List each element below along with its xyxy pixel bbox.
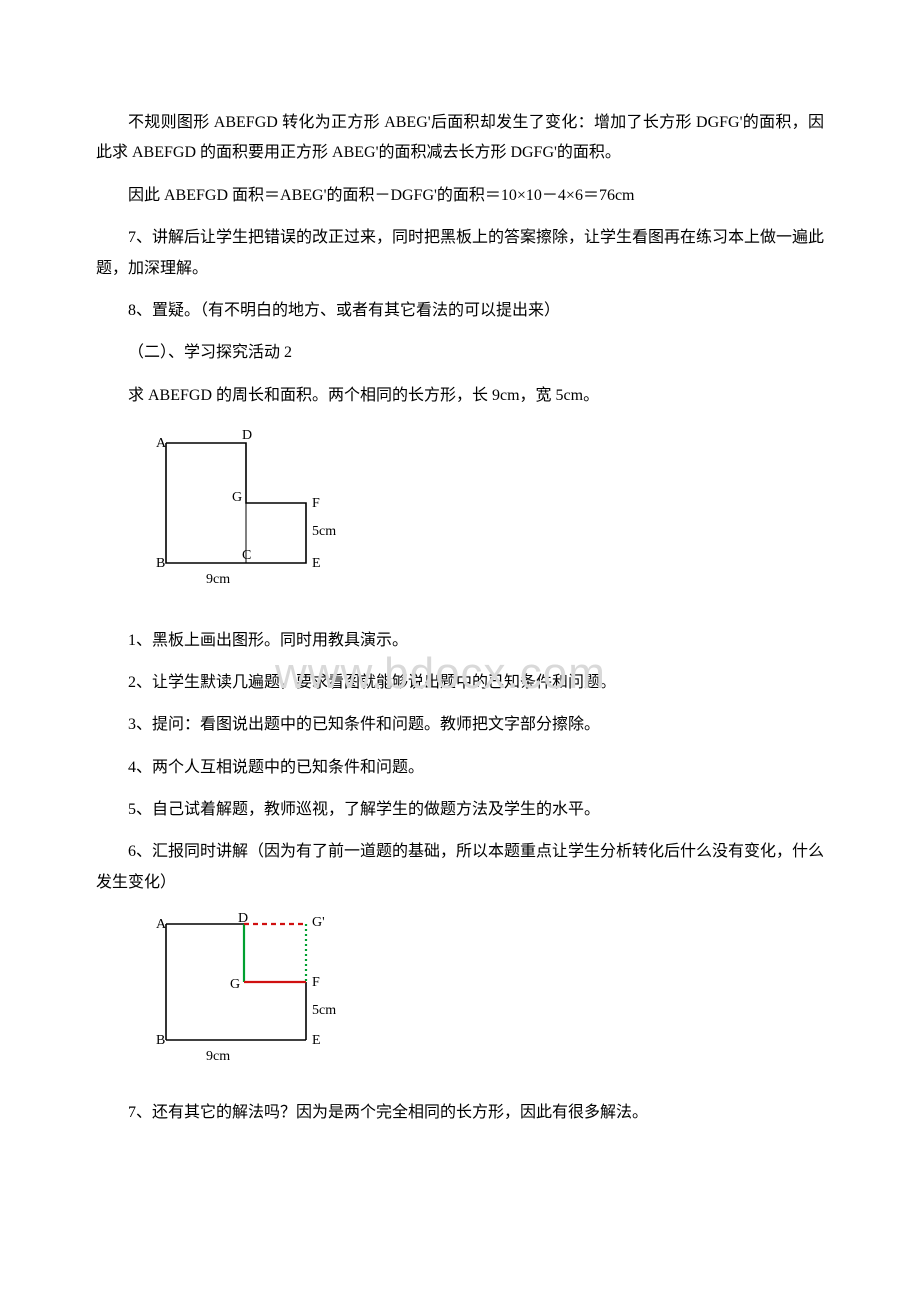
label-B: B xyxy=(156,1033,165,1048)
text: 4、两个人互相说题中的已知条件和问题。 xyxy=(128,759,424,776)
paragraph: 6、汇报同时讲解（因为有了前一道题的基础，所以本题重点让学生分析转化后什么没有变… xyxy=(96,837,824,898)
label-F: F xyxy=(312,496,320,511)
paragraph: 不规则图形 ABEFGD 转化为正方形 ABEG'后面积却发生了变化：增加了长方… xyxy=(96,108,824,169)
paragraph: 求 ABEFGD 的周长和面积。两个相同的长方形，长 9cm，宽 5cm。 xyxy=(96,381,824,411)
text: 2、让学生默读几遍题，要求看图就能够说出题中的已知条件和问题。 xyxy=(128,674,616,691)
diagram-1: A D G F E B C 5cm 9cm xyxy=(156,425,824,611)
paragraph: 7、讲解后让学生把错误的改正过来，同时把黑板上的答案擦除，让学生看图再在练习本上… xyxy=(96,223,824,284)
text: 求 ABEFGD 的周长和面积。两个相同的长方形，长 9cm，宽 5cm。 xyxy=(128,387,599,404)
text: 7、讲解后让学生把错误的改正过来，同时把黑板上的答案擦除，让学生看图再在练习本上… xyxy=(96,229,824,276)
paragraph: 1、黑板上画出图形。同时用教具演示。 xyxy=(96,626,824,656)
text: 7、还有其它的解法吗？因为是两个完全相同的长方形，因此有很多解法。 xyxy=(128,1104,648,1121)
label-5cm: 5cm xyxy=(312,524,336,539)
label-G: G xyxy=(232,490,242,505)
label-Gp: G' xyxy=(312,915,325,930)
label-D: D xyxy=(238,912,248,926)
paragraph: 4、两个人互相说题中的已知条件和问题。 xyxy=(96,753,824,783)
text: 3、提问：看图说出题中的已知条件和问题。教师把文字部分擦除。 xyxy=(128,716,600,733)
paragraph: 3、提问：看图说出题中的已知条件和问题。教师把文字部分擦除。 xyxy=(96,710,824,740)
text: 不规则图形 ABEFGD 转化为正方形 ABEG'后面积却发生了变化：增加了长方… xyxy=(96,114,824,161)
paragraph: 8、置疑。（有不明白的地方、或者有其它看法的可以提出来） xyxy=(96,296,824,326)
paragraph: 7、还有其它的解法吗？因为是两个完全相同的长方形，因此有很多解法。 xyxy=(96,1098,824,1128)
text: 6、汇报同时讲解（因为有了前一道题的基础，所以本题重点让学生分析转化后什么没有变… xyxy=(96,843,824,890)
label-A: A xyxy=(156,436,167,451)
label-F: F xyxy=(312,975,320,990)
paragraph: （二）、学习探究活动 2 xyxy=(96,338,824,368)
label-C: C xyxy=(242,548,251,563)
text: （二）、学习探究活动 2 xyxy=(128,344,292,361)
label-5cm: 5cm xyxy=(312,1003,336,1018)
diagram-1-svg: A D G F E B C 5cm 9cm xyxy=(156,425,366,600)
label-E: E xyxy=(312,556,321,571)
label-9cm: 9cm xyxy=(206,572,230,587)
diagram-2-svg: A D G' G F E B 5cm 9cm xyxy=(156,912,386,1072)
label-A: A xyxy=(156,917,167,932)
text: 因此 ABEFGD 面积＝ABEG'的面积－DGFG'的面积＝10×10－4×6… xyxy=(128,187,635,204)
label-G: G xyxy=(230,977,240,992)
label-9cm: 9cm xyxy=(206,1049,230,1064)
paragraph: 因此 ABEFGD 面积＝ABEG'的面积－DGFG'的面积＝10×10－4×6… xyxy=(96,181,824,211)
label-B: B xyxy=(156,556,165,571)
label-D: D xyxy=(242,428,252,443)
paragraph: 2、让学生默读几遍题，要求看图就能够说出题中的已知条件和问题。 xyxy=(96,668,824,698)
label-E: E xyxy=(312,1033,321,1048)
text: 1、黑板上画出图形。同时用教具演示。 xyxy=(128,632,408,649)
paragraph: 5、自己试着解题，教师巡视，了解学生的做题方法及学生的水平。 xyxy=(96,795,824,825)
text: 5、自己试着解题，教师巡视，了解学生的做题方法及学生的水平。 xyxy=(128,801,600,818)
text: 8、置疑。（有不明白的地方、或者有其它看法的可以提出来） xyxy=(128,302,560,319)
diagram-2: A D G' G F E B 5cm 9cm xyxy=(156,912,824,1083)
